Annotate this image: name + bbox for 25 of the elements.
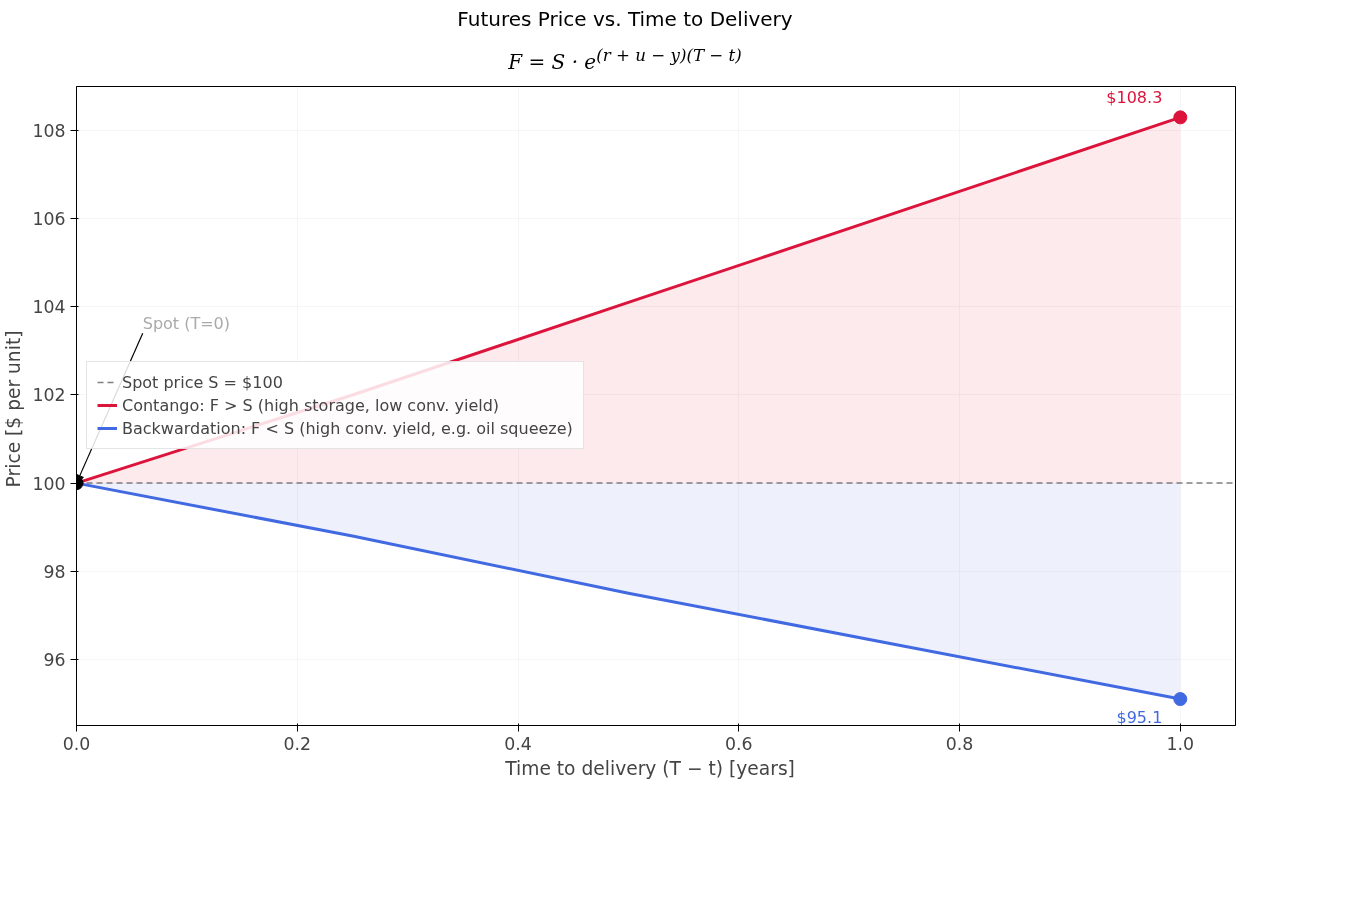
- point: [1173, 691, 1188, 706]
- legend-label: Contango: F > S (high storage, low conv. yield): [122, 395, 500, 415]
- chart-subtitle: F = S · e$^{(r + u − y)(T − t)}$: [507, 44, 743, 76]
- x-tick-label: 0.8: [945, 733, 974, 754]
- x-tick-label: 0.2: [283, 733, 312, 754]
- legend-label: Backwardation: F < S (high conv. yield, e.g. oil squeeze): [122, 418, 573, 438]
- data-label: $108.3: [1106, 88, 1163, 108]
- x-tick-label: 1.0: [1166, 733, 1195, 754]
- x-axis-title: Time to delivery (T − t) [years]: [504, 757, 795, 779]
- x-tick-label: 0.0: [62, 733, 91, 754]
- y-tick-label: 104: [32, 297, 66, 318]
- x-tick-label: 0.4: [504, 733, 532, 754]
- y-tick-label: 96: [43, 649, 66, 670]
- legend-label: Spot price S = $100: [122, 372, 283, 392]
- y-tick-label: 106: [32, 208, 66, 229]
- chart-title: Futures Price vs. Time to Delivery: [456, 6, 794, 33]
- annotation: Spot (T=0): [142, 314, 231, 334]
- data-label: $95.1: [1116, 707, 1163, 727]
- y-tick-label: 102: [32, 385, 66, 406]
- y-tick-label: 98: [43, 561, 66, 582]
- point: [1173, 110, 1188, 125]
- y-tick-label: 100: [32, 473, 66, 494]
- y-axis-title: Price [$ per unit]: [3, 330, 25, 488]
- y-tick-label: 108: [32, 120, 66, 141]
- x-tick-label: 0.6: [725, 733, 753, 754]
